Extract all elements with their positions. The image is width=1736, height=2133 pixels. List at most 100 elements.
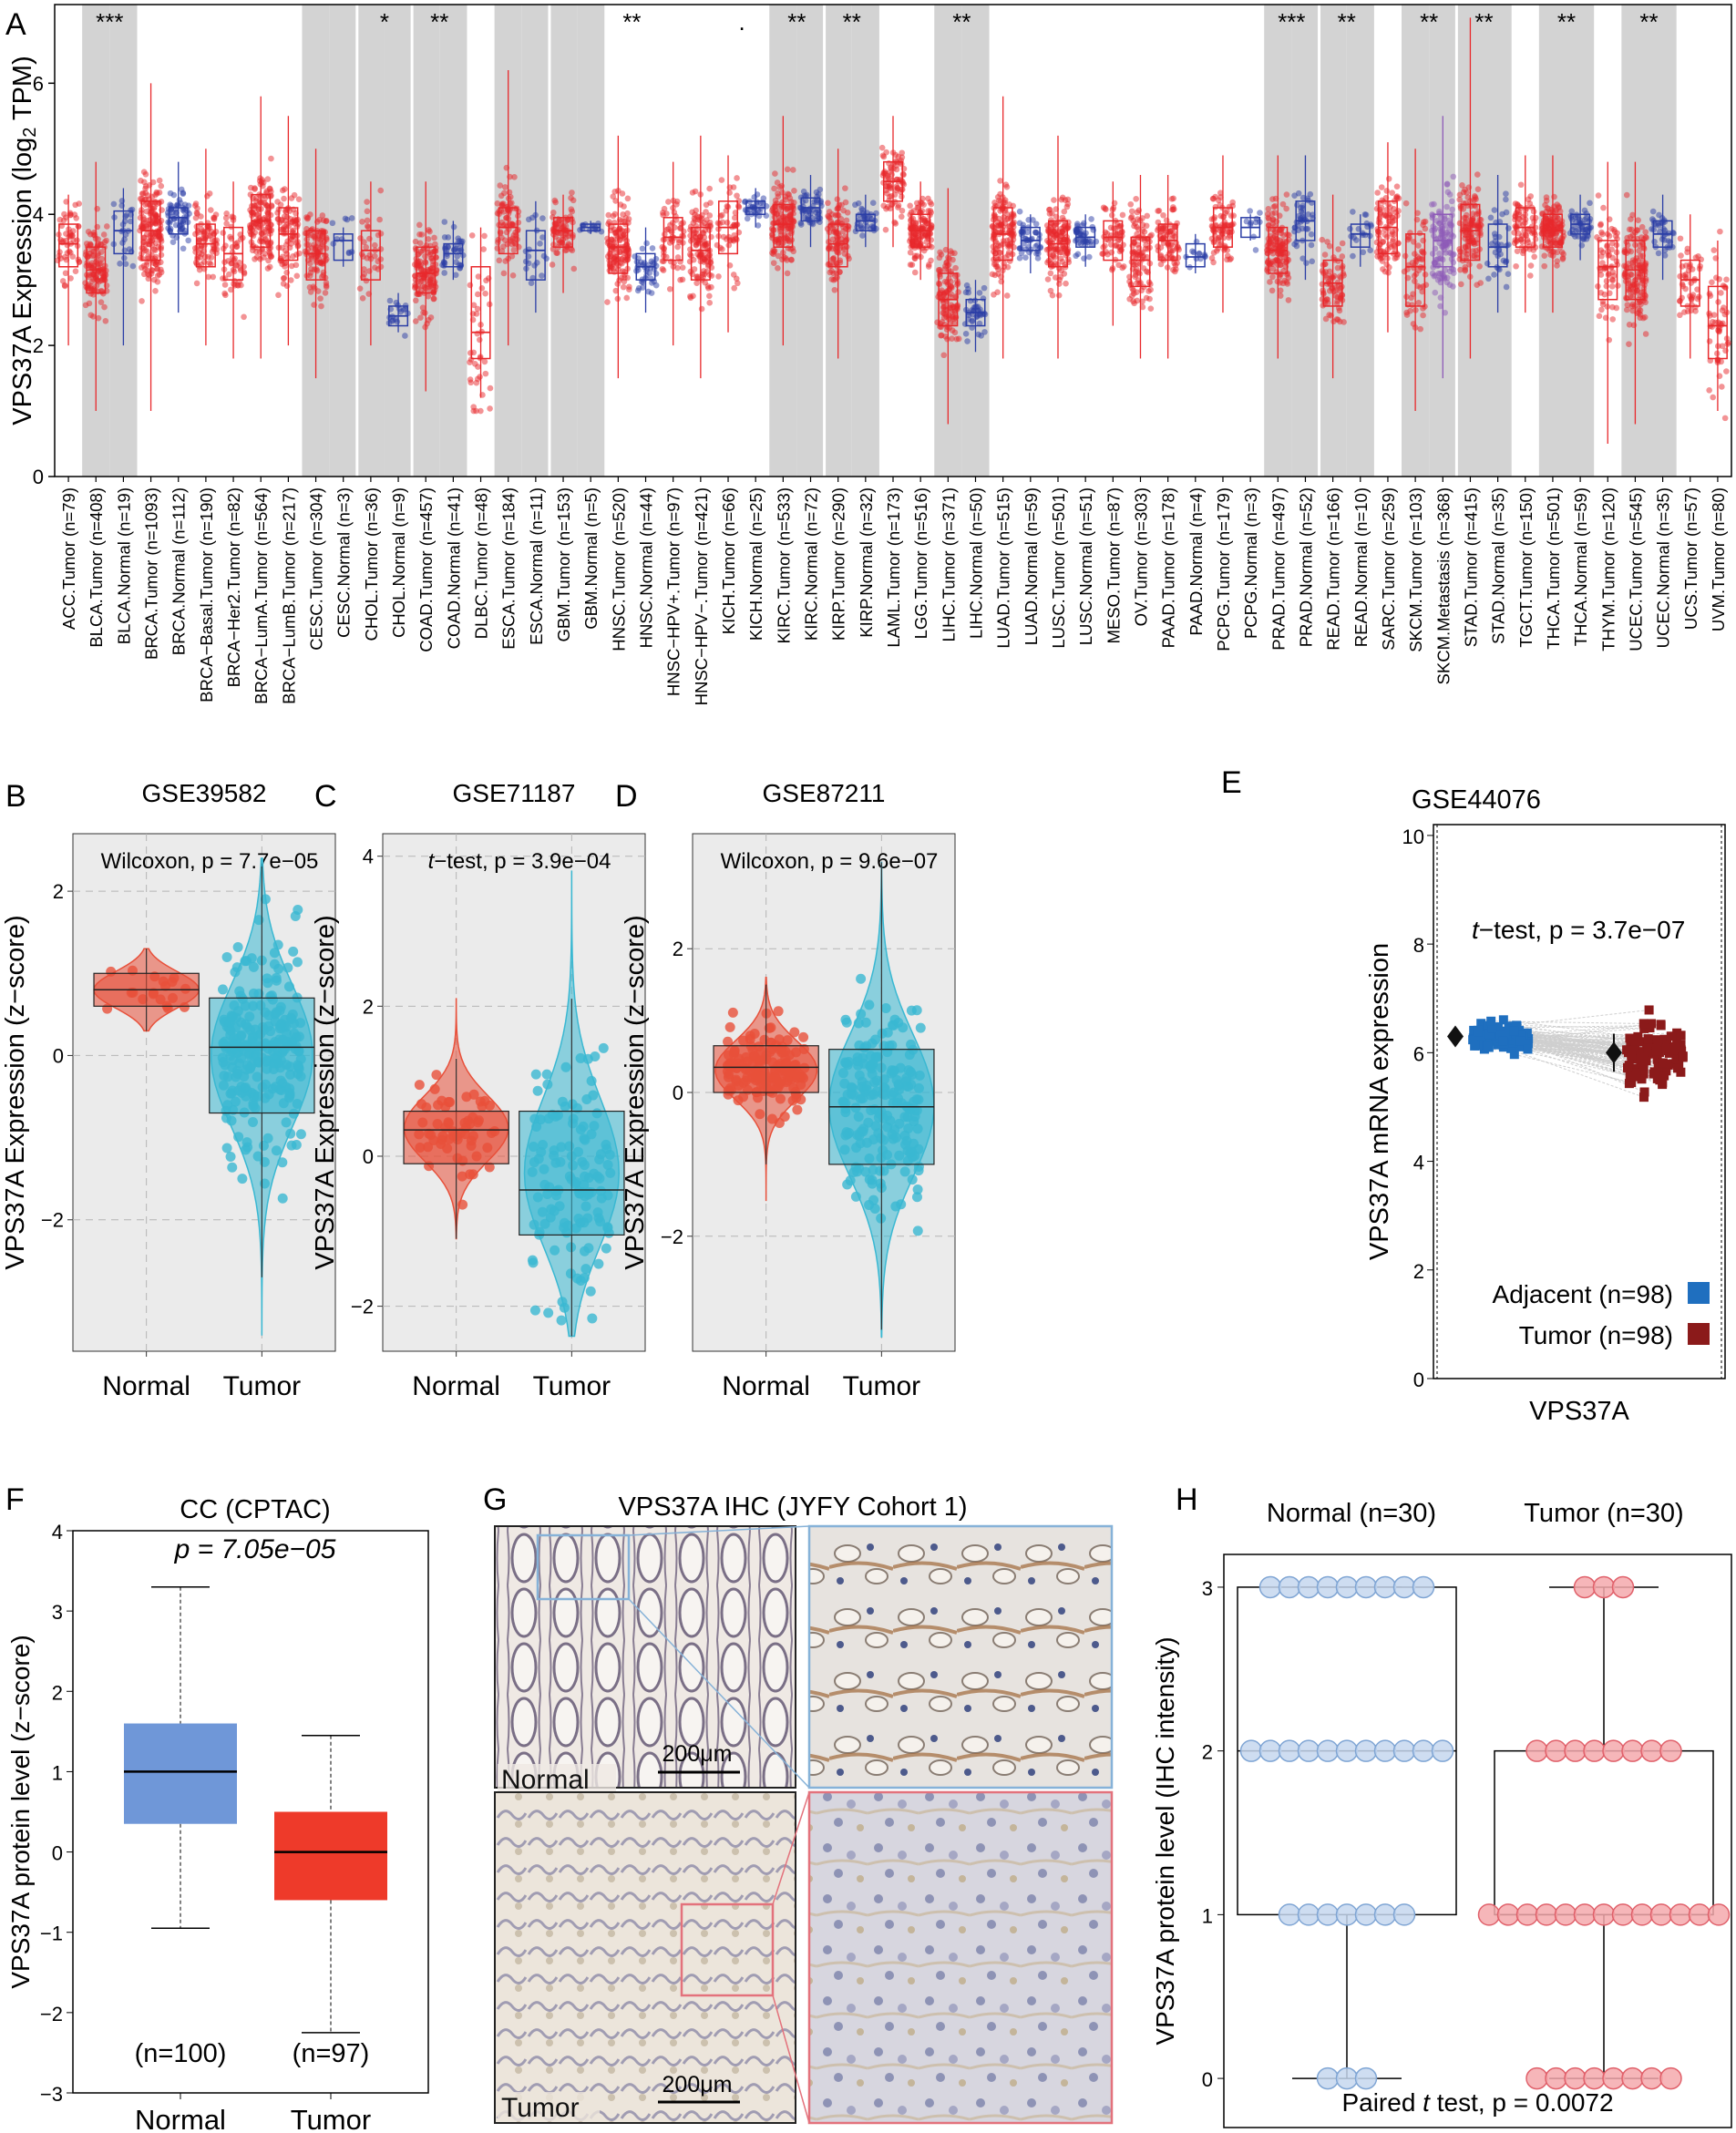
sample-point (1321, 251, 1329, 258)
sample-point (1055, 292, 1063, 299)
sample-point (700, 255, 707, 262)
sample-point (1170, 206, 1177, 212)
sample-point (416, 221, 423, 229)
sample-point (776, 226, 784, 232)
sample-point (1470, 221, 1477, 229)
sample-point (154, 265, 160, 272)
sample-point (784, 257, 790, 263)
sample-point (554, 224, 561, 231)
sample-point (377, 231, 385, 237)
sample-point (1636, 247, 1642, 254)
sample-point (1721, 304, 1727, 311)
sample-point (1266, 215, 1272, 222)
sample-point (1226, 234, 1232, 241)
sample-point (763, 212, 770, 220)
box (525, 230, 546, 281)
sample-point (605, 211, 612, 219)
sample-point (706, 292, 713, 300)
sample-point (1085, 253, 1093, 261)
sample-point (90, 271, 98, 278)
sample-point (287, 277, 294, 283)
sample-point (1385, 219, 1392, 225)
x-tick-label: PCPG.Tumor (n=179) (1214, 487, 1233, 651)
sample-point (441, 219, 448, 225)
sample-point (1638, 223, 1646, 231)
sample-point (665, 199, 672, 205)
sample-point (1215, 236, 1222, 243)
sample-point (71, 211, 78, 218)
sample-point (1243, 218, 1250, 225)
sample-point (1269, 250, 1277, 257)
sample-point (1472, 194, 1479, 200)
sample-point (827, 269, 834, 276)
sample-point (1415, 299, 1423, 306)
sample-point (487, 405, 493, 412)
sample-point (396, 305, 403, 313)
sample-point (840, 228, 847, 235)
sample-point (172, 221, 180, 229)
sample-point (911, 269, 919, 276)
sample-point (156, 271, 163, 278)
sample-point (817, 200, 824, 206)
sample-point (674, 254, 682, 261)
sample-point (783, 196, 789, 203)
sample-point (263, 188, 271, 194)
x-tick-label: KIRC.Normal (n=72) (802, 487, 821, 641)
sample-point (951, 329, 959, 336)
sample-point (1415, 242, 1422, 249)
sample-point (689, 209, 695, 216)
sample-point (279, 253, 286, 261)
sample-point (348, 215, 355, 221)
sample-point (732, 214, 738, 221)
sample-point (1322, 315, 1330, 323)
sample-point (1600, 204, 1607, 211)
sample-point (252, 220, 259, 227)
sample-point (1541, 262, 1548, 270)
sample-point (1627, 292, 1634, 300)
sample-point (1559, 256, 1567, 262)
sample-point (1723, 276, 1730, 283)
sample-point (1431, 200, 1437, 208)
sample-point (949, 335, 955, 342)
sample-point (208, 254, 215, 261)
sample-point (1161, 233, 1167, 241)
sample-point (914, 252, 920, 260)
sample-point (779, 189, 786, 196)
sample-point (1613, 304, 1620, 312)
sample-point (1395, 240, 1402, 247)
sample-point (1269, 273, 1276, 281)
sample-point (1422, 272, 1429, 278)
x-tick-label: GBM.Tumor (n=153) (554, 487, 573, 641)
sample-point (237, 231, 244, 238)
sample-point (139, 190, 146, 197)
sample-point (1717, 228, 1723, 235)
sample-point (755, 222, 762, 229)
sample-point (1157, 261, 1165, 268)
sample-point (252, 186, 258, 192)
sample-point (529, 214, 536, 221)
sample-point (63, 199, 70, 205)
sample-point (1503, 190, 1509, 197)
sample-point (661, 231, 668, 238)
sample-point (784, 270, 791, 277)
sample-point (606, 262, 613, 270)
sample-point (319, 212, 326, 219)
sample-point (482, 290, 488, 297)
sample-point (1626, 226, 1633, 233)
sample-point (103, 267, 109, 274)
sample-point (1385, 175, 1392, 182)
y-axis-label: VPS37A Expression (log2 TPM) (8, 56, 40, 426)
x-tick-label: PCPG.Normal (n=3) (1241, 487, 1260, 639)
sample-point (280, 275, 287, 282)
sample-point (103, 223, 110, 230)
sample-point (227, 1162, 238, 1173)
sample-point (1329, 285, 1335, 292)
sample-point (192, 200, 200, 207)
sample-point (315, 255, 323, 262)
sample-point (539, 234, 546, 241)
sample-point (194, 253, 200, 261)
box (690, 226, 711, 281)
x-tick-label: LGG.Tumor (n=516) (911, 487, 930, 639)
sample-point (1022, 254, 1029, 261)
sample-point (611, 210, 619, 218)
